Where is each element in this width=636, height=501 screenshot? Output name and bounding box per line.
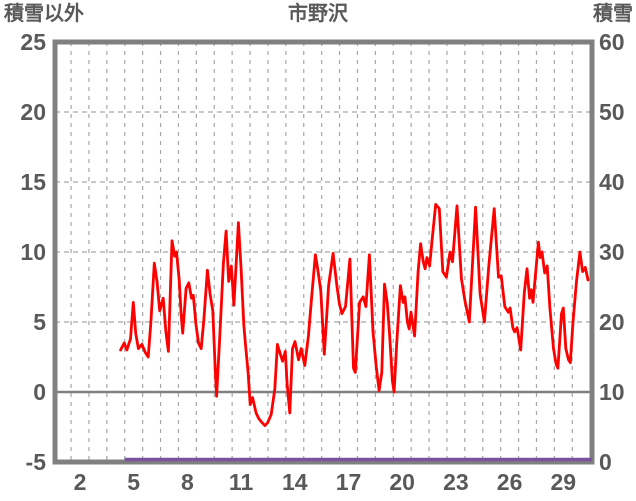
x-axis-tick-label: 26: [497, 469, 523, 495]
x-axis-tick-label: 2: [74, 469, 87, 495]
right-axis-tick-label: 10: [599, 379, 625, 405]
x-axis-tick-label: 11: [229, 469, 254, 495]
right-axis-tick-label: 40: [599, 169, 625, 195]
right-axis-tick-label: 50: [599, 99, 625, 125]
right-axis-tick-label: 30: [599, 239, 625, 265]
gridlines: [55, 42, 592, 462]
x-axis-tick-label: 8: [181, 469, 194, 495]
left-axis-title: 積雪以外: [4, 3, 84, 25]
right-axis-tick-label: 0: [599, 449, 612, 475]
x-axis-tick-label: 14: [282, 469, 308, 495]
left-axis-tick-label: 10: [20, 239, 46, 265]
left-axis-tick-label: 20: [20, 99, 46, 125]
x-axis-tick-label: 5: [127, 469, 140, 495]
plot-border: [52, 39, 595, 465]
left-axis-tick-label: 5: [33, 309, 46, 335]
x-axis-tick-label: 20: [389, 469, 415, 495]
left-axis-tick-label: 0: [33, 379, 46, 405]
x-axis-tick-label: 17: [336, 469, 362, 495]
left-axis-tick-label: 25: [20, 29, 46, 55]
chart-title: 市野沢: [288, 3, 348, 25]
temperature-polyline: [119, 202, 590, 428]
left-axis-tick-label: 15: [20, 169, 46, 195]
temperature-series-line: [119, 202, 590, 428]
left-axis-tick-labels: 25 20 15 10 5 0 -5: [20, 29, 46, 475]
right-axis-title: 積雪: [593, 3, 633, 25]
plot-border-rect: [52, 39, 595, 465]
right-axis-tick-labels: 60 50 40 30 20 10 0: [599, 29, 625, 475]
x-axis-tick-label: 29: [551, 469, 577, 495]
left-axis-tick-label: -5: [26, 449, 47, 475]
x-axis-tick-label: 23: [443, 469, 469, 495]
right-axis-tick-label: 60: [599, 29, 625, 55]
right-axis-tick-label: 20: [599, 309, 625, 335]
x-axis-tick-labels: 2 5 8 11 14 17 20 23 26 29: [74, 469, 576, 495]
